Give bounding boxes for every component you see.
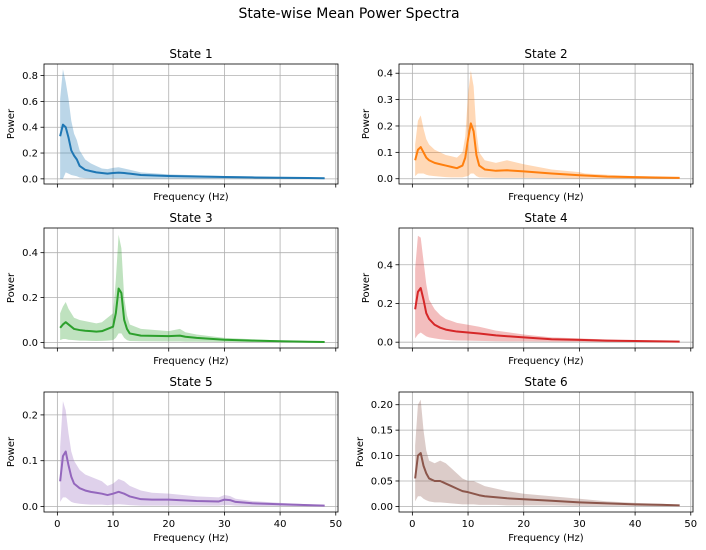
y-tick-label: 0.8	[22, 71, 38, 82]
x-tick-label: 20	[162, 519, 175, 530]
y-tick-label: 0.0	[22, 338, 38, 349]
y-tick-label: 0.20	[371, 400, 393, 411]
panel-title: State 1	[169, 47, 212, 61]
x-tick-label: 50	[329, 519, 342, 530]
state-5-mean-line	[59, 450, 325, 507]
y-tick-label: 0.4	[377, 69, 393, 80]
x-tick-label: 40	[274, 519, 287, 530]
y-tick-label: 0.1	[377, 148, 393, 159]
y-tick-label: 0.0	[377, 174, 393, 185]
y-tick-label: 0.0	[377, 338, 393, 349]
panel-title: State 3	[169, 211, 212, 225]
x-tick-label: 40	[629, 519, 642, 530]
x-tick-label: 30	[218, 519, 231, 530]
state-3-band	[60, 234, 325, 343]
x-tick-label: 30	[573, 519, 586, 530]
x-tick-label: 10	[107, 519, 120, 530]
x-tick-label: 20	[517, 519, 530, 530]
y-axis-label: Power	[361, 108, 372, 139]
y-axis-label: Power	[361, 272, 372, 303]
panel-state-3: 0.0 0.2 0.4 State 3 Frequency (Hz) Power	[6, 211, 339, 367]
axes-frame	[398, 227, 694, 349]
y-tick-label: 0.15	[371, 426, 393, 437]
y-tick-label: 0.2	[377, 299, 393, 310]
panel-title: State 6	[524, 375, 567, 389]
y-tick-label: 0.05	[371, 476, 393, 487]
y-tick-label: 0.4	[377, 260, 393, 271]
panel-state-1: 0.0 0.2 0.4 0.6 0.8 State 1 Frequency (Hz) Powe…	[6, 47, 339, 203]
y-tick-label: 0.4	[22, 248, 38, 259]
state-4-mean-line	[414, 287, 680, 343]
x-tick-label: 0	[409, 519, 415, 530]
x-axis-label: Frequency (Hz)	[153, 533, 229, 544]
y-axis-label: Power	[6, 272, 17, 303]
x-axis-label: Frequency (Hz)	[153, 192, 229, 203]
panel-title: State 4	[524, 211, 567, 225]
panel-title: State 2	[524, 47, 567, 61]
axes-frame	[398, 391, 694, 513]
state-2-mean-line	[414, 122, 680, 179]
x-axis-label: Frequency (Hz)	[153, 356, 229, 367]
y-tick-label: 0.2	[22, 149, 38, 160]
y-tick-label: 0.1	[22, 456, 38, 467]
panel-state-6: 0 10 20 30 40 50 0.00 0.05 0.10 0.15 0.20 State 6 Fr…	[355, 375, 697, 544]
x-tick-label: 50	[684, 519, 697, 530]
state-3-mean-line	[59, 287, 325, 343]
y-axis-label: Power	[355, 436, 366, 467]
panels: 0.0 0.2 0.4 0.6 0.8 State 1 Frequency (Hz) Powe…	[6, 47, 697, 544]
y-tick-label: 0.2	[22, 293, 38, 304]
x-axis-label: Frequency (Hz)	[508, 356, 584, 367]
panel-state-2: 0.0 0.1 0.2 0.3 0.4 State 2 Frequency (Hz) Powe…	[361, 47, 694, 203]
panel-title: State 5	[169, 375, 212, 389]
y-tick-label: 0.2	[22, 410, 38, 421]
x-tick-label: 0	[54, 519, 60, 530]
y-tick-label: 0.3	[377, 95, 393, 106]
axes-frame	[43, 63, 339, 185]
y-tick-label: 0.0	[22, 502, 38, 513]
state-6-mean-line	[414, 452, 680, 507]
y-tick-label: 0.2	[377, 121, 393, 132]
x-axis-label: Frequency (Hz)	[508, 192, 584, 203]
panel-state-5: 0 10 20 30 40 50 0.0 0.1 0.2 State 5 Frequency (Hz…	[6, 375, 342, 544]
state-5-band	[60, 401, 325, 507]
figure-title: State-wise Mean Power Spectra	[238, 6, 459, 22]
y-tick-label: 0.0	[22, 174, 38, 185]
axes-frame	[398, 63, 694, 185]
axes-frame	[43, 227, 339, 349]
state-6-band	[415, 399, 680, 507]
state-2-band	[415, 70, 680, 179]
y-axis-label: Power	[6, 436, 17, 467]
y-tick-label: 0.6	[22, 97, 38, 108]
y-tick-label: 0.4	[22, 123, 38, 134]
x-axis-label: Frequency (Hz)	[508, 533, 584, 544]
state-1-band	[60, 69, 325, 179]
panel-state-4: 0.0 0.2 0.4 State 4 Frequency (Hz) Power	[361, 211, 694, 367]
state-1-mean-line	[59, 123, 325, 180]
x-tick-label: 10	[462, 519, 475, 530]
y-tick-label: 0.00	[371, 502, 393, 513]
y-tick-label: 0.10	[371, 451, 393, 462]
axes-frame	[43, 391, 339, 513]
state-4-band	[415, 235, 680, 343]
y-axis-label: Power	[6, 108, 17, 139]
